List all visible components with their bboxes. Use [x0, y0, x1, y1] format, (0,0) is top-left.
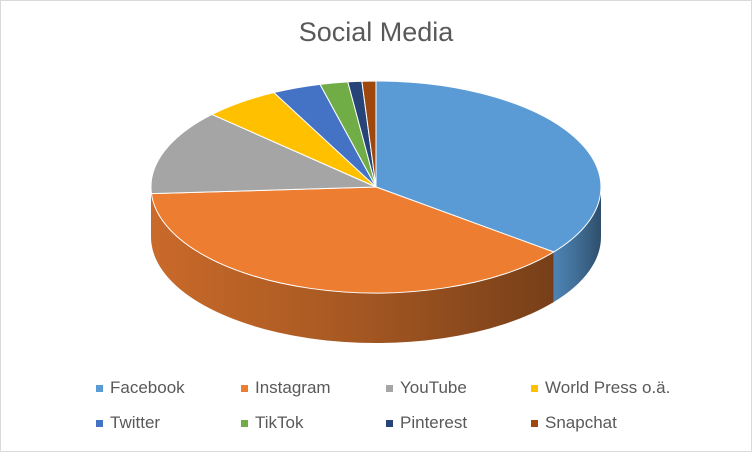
legend-item-youtube: YouTube — [386, 377, 467, 399]
chart-title: Social Media — [298, 17, 454, 47]
legend-swatch — [96, 384, 103, 392]
legend-item-facebook: Facebook — [96, 377, 185, 399]
legend-item-world-press-o-: World Press o.ä. — [531, 377, 670, 399]
pie-side-instagram — [151, 193, 554, 344]
legend-label: Twitter — [110, 413, 161, 432]
legend-swatch — [386, 419, 393, 427]
pie-slice-snapchat — [361, 80, 377, 188]
legend-swatch — [531, 419, 538, 427]
legend-item-tiktok: TikTok — [241, 412, 304, 434]
legend-swatch — [386, 384, 393, 392]
legend-item-twitter: Twitter — [96, 412, 160, 434]
pie-slice-youtube — [150, 113, 377, 195]
legend-label: YouTube — [400, 378, 467, 397]
legend-item-snapchat: Snapchat — [531, 412, 617, 434]
legend-item-instagram: Instagram — [241, 377, 331, 399]
legend-label: Pinterest — [400, 413, 468, 432]
legend-label: Snapchat — [545, 413, 617, 432]
legend-swatch — [531, 384, 538, 392]
legend-swatch — [241, 384, 248, 392]
pie-slice-facebook — [375, 80, 602, 253]
legend-label: Facebook — [110, 378, 185, 397]
legend-item-pinterest: Pinterest — [386, 412, 467, 434]
legend-label: Instagram — [255, 378, 331, 397]
legend-label: TikTok — [255, 413, 304, 432]
legend-swatch — [96, 419, 103, 427]
pie-side-facebook — [553, 187, 601, 302]
pie-slice-instagram — [150, 186, 555, 294]
legend-label: World Press o.ä. — [545, 378, 671, 397]
legend-swatch — [241, 419, 248, 427]
